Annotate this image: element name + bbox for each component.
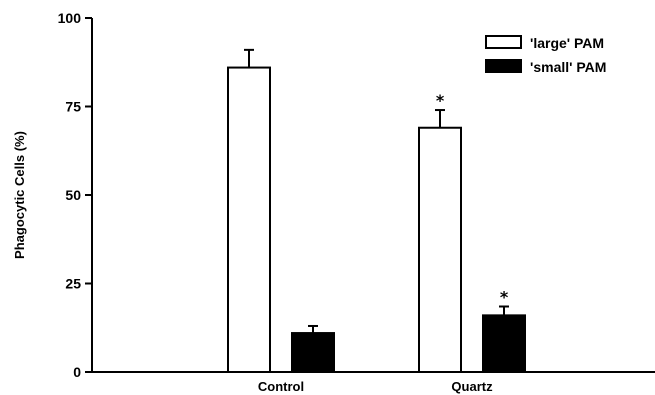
legend-swatch bbox=[485, 59, 522, 73]
bar-large-pam bbox=[418, 126, 462, 373]
bar-small-pam bbox=[291, 332, 335, 373]
y-ticks: 0 25 50 75 100 bbox=[58, 10, 92, 380]
y-tick-label: 25 bbox=[65, 276, 81, 292]
bar-small-pam bbox=[482, 314, 526, 373]
y-tick-label: 0 bbox=[73, 364, 81, 380]
significance-marker: * bbox=[436, 91, 445, 110]
x-category-label: Quartz bbox=[451, 379, 493, 394]
bar-large-pam bbox=[227, 66, 271, 373]
y-tick-label: 75 bbox=[65, 99, 81, 115]
legend-label: 'large' PAM bbox=[530, 35, 604, 51]
legend-swatch bbox=[485, 35, 522, 49]
bars: ** bbox=[227, 48, 526, 373]
category-labels: Control Quartz bbox=[258, 379, 493, 394]
legend: 'large' PAM 'small' PAM bbox=[485, 35, 606, 75]
y-axis-title: Phagocytic Cells (%) bbox=[12, 131, 27, 259]
y-tick-label: 100 bbox=[58, 10, 82, 26]
y-tick-label: 50 bbox=[65, 187, 81, 203]
x-category-label: Control bbox=[258, 379, 304, 394]
legend-label: 'small' PAM bbox=[530, 59, 606, 75]
significance-marker: * bbox=[500, 288, 509, 307]
